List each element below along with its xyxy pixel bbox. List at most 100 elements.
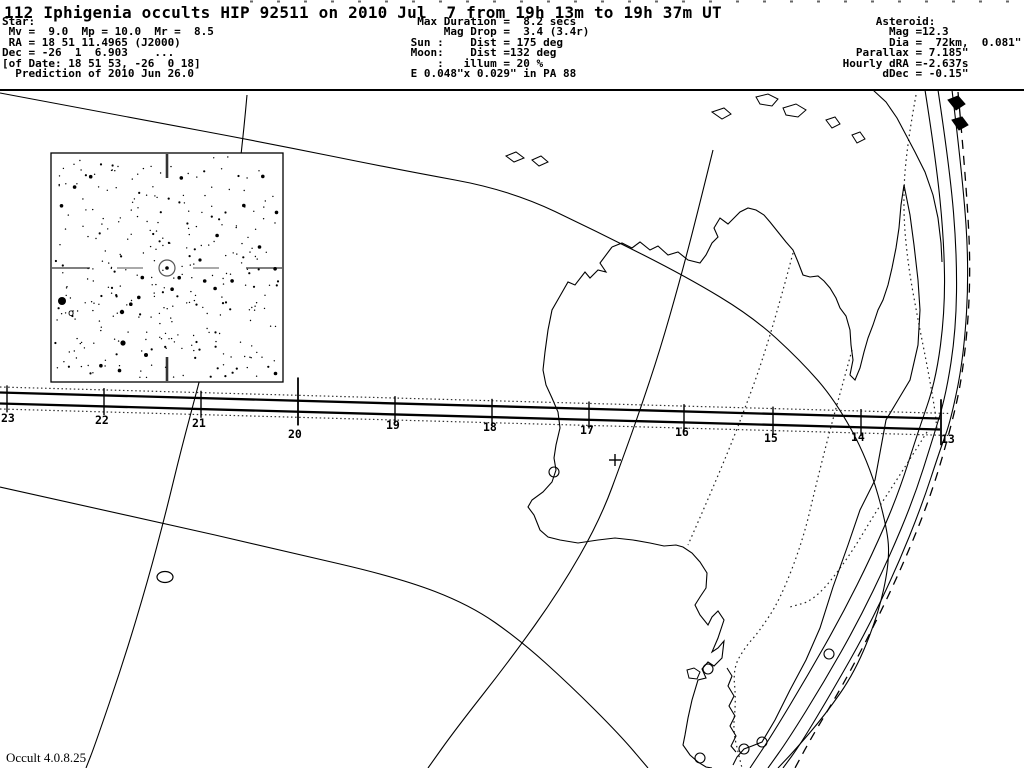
- star-dot: [67, 365, 70, 368]
- star-dot: [110, 292, 113, 294]
- star-dot: [195, 303, 198, 306]
- star-dot: [265, 251, 267, 253]
- star-dot: [73, 163, 75, 165]
- star-dot: [167, 241, 170, 244]
- star-dot: [215, 233, 219, 238]
- star-dot: [138, 191, 141, 194]
- star-dot: [159, 211, 162, 214]
- star-dot: [151, 284, 153, 286]
- asteroid-info-block: Asteroid: Mag =12.3 Dia = 72km, 0.081" P…: [842, 15, 1022, 81]
- star-dot: [111, 169, 114, 171]
- star-dot: [115, 187, 117, 189]
- island: [782, 103, 807, 118]
- terminator-se: [789, 431, 928, 608]
- star-dot: [98, 320, 101, 322]
- time-label: 19: [386, 418, 400, 432]
- star-dot: [100, 326, 103, 328]
- star-dot: [130, 299, 133, 302]
- star-dot: [139, 313, 142, 316]
- star-dot: [120, 255, 123, 258]
- star-dot: [244, 284, 247, 286]
- star-dot: [193, 263, 195, 265]
- star-dot: [224, 375, 227, 378]
- target-star-circle: [158, 259, 176, 277]
- star-dot: [116, 312, 119, 314]
- star-dot: [221, 224, 223, 226]
- sigma-limit-dashed: [794, 91, 971, 768]
- star-dot: [229, 273, 232, 275]
- star-dot: [152, 186, 154, 188]
- star-dot: [252, 285, 256, 288]
- star-dot: [273, 360, 275, 362]
- star-dot: [154, 195, 156, 197]
- star-dot: [59, 204, 64, 208]
- star-dot: [92, 208, 94, 211]
- star-dot: [166, 308, 168, 310]
- tasmania-strip: [726, 667, 737, 753]
- star-dot: [68, 351, 71, 353]
- star-dot: [145, 194, 148, 196]
- star-dot: [99, 163, 103, 166]
- star-dot: [92, 280, 95, 282]
- star-dot: [235, 367, 238, 370]
- star-dot: [195, 340, 198, 344]
- star-dot: [194, 294, 197, 297]
- star-dot: [192, 334, 195, 337]
- star-dot: [104, 365, 106, 367]
- star-dot: [240, 262, 243, 264]
- star-dot: [200, 244, 202, 247]
- island: [851, 131, 866, 144]
- star-dot: [149, 245, 152, 248]
- star-dot: [57, 307, 60, 310]
- meridian-curve-mid: [427, 149, 714, 768]
- star-dot: [95, 237, 97, 240]
- star-dot: [186, 302, 188, 304]
- star-dot: [257, 268, 260, 271]
- time-label: 14: [851, 430, 865, 444]
- star-dot: [209, 375, 212, 378]
- star-dot: [58, 185, 60, 187]
- star-dot: [242, 256, 245, 259]
- star-dot: [170, 287, 174, 292]
- star-dot: [159, 336, 161, 338]
- star-dot: [131, 178, 133, 180]
- star-dot: [137, 295, 141, 300]
- star-dot: [110, 286, 114, 289]
- terminator-ne: [903, 94, 938, 431]
- star-dot: [194, 356, 197, 359]
- bright-star-dot: [120, 340, 126, 346]
- star-dot: [220, 168, 223, 170]
- star-dot: [93, 173, 96, 175]
- star-dot: [173, 277, 175, 279]
- star-dot: [149, 229, 151, 232]
- bright-star-dot: [198, 258, 202, 262]
- star-dot: [258, 170, 260, 172]
- star-dot: [243, 189, 245, 192]
- star-dot: [198, 348, 201, 351]
- star-dot: [152, 232, 155, 236]
- star-dot: [117, 340, 120, 342]
- star-dot: [230, 356, 232, 358]
- star-dot: [181, 265, 183, 268]
- star-dot: [187, 172, 189, 175]
- star-dot: [153, 292, 155, 294]
- star-dot: [127, 331, 129, 333]
- star-dot: [58, 175, 61, 177]
- star-dot: [98, 232, 101, 235]
- star-dot: [159, 172, 162, 174]
- star-dot: [87, 267, 89, 270]
- star-dot: [211, 205, 213, 207]
- star-dot: [202, 306, 204, 309]
- star-dot: [119, 217, 122, 219]
- star-dot: [246, 366, 248, 369]
- star-dot: [165, 347, 167, 349]
- star-dot: [225, 254, 227, 257]
- star-dot: [273, 267, 277, 271]
- island: [951, 116, 969, 131]
- star-dot: [113, 270, 116, 273]
- star-dot: [188, 301, 191, 304]
- star-dot: [253, 210, 255, 212]
- star-dot: [84, 174, 87, 177]
- star-dot: [251, 345, 253, 347]
